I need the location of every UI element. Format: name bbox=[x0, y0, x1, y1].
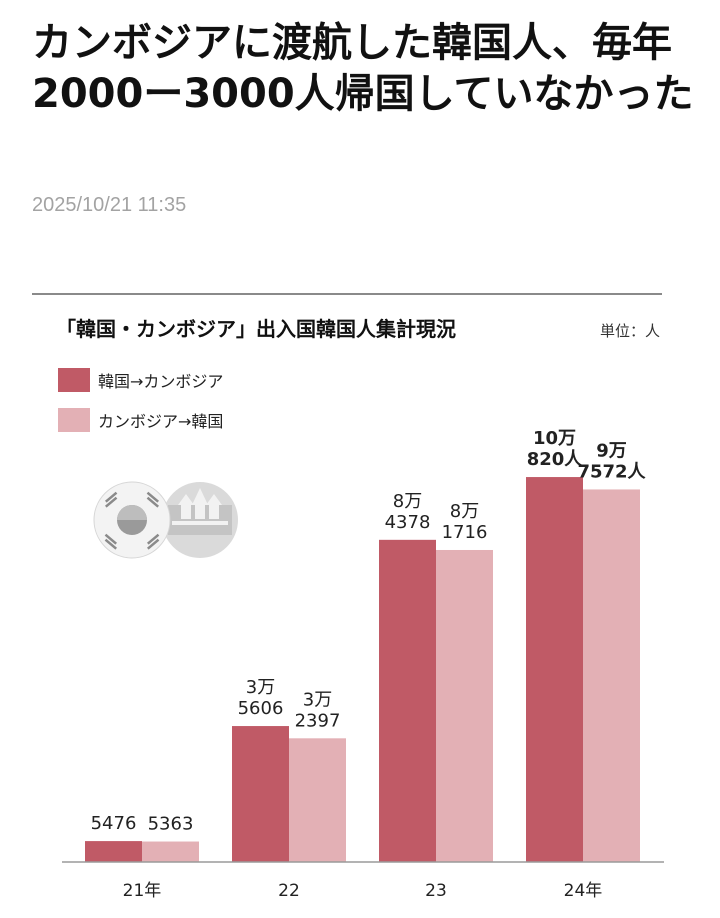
x-tick-label-2: 23 bbox=[425, 881, 447, 901]
legend-swatch-cambodia-to-korea bbox=[58, 408, 90, 432]
chart-unit-label: 単位：人 bbox=[600, 322, 660, 340]
value-label-cambodia-to-korea-3-line1: 7572人 bbox=[577, 461, 646, 482]
x-tick-label-0: 21年 bbox=[123, 881, 162, 901]
value-label-korea-to-cambodia-2-line0: 8万 bbox=[393, 491, 422, 512]
legend-label-korea-to-cambodia: 韓国→カンボジア bbox=[98, 372, 223, 391]
article-headline: カンボジアに渡航した韓国人、毎年2000ー3000人帰国していなかった bbox=[32, 20, 694, 117]
bars-layer bbox=[85, 477, 640, 862]
bar-korea-to-cambodia-2 bbox=[379, 539, 436, 862]
value-label-korea-to-cambodia-2-line1: 4378 bbox=[385, 512, 431, 533]
value-label-cambodia-to-korea-3-line0: 9万 bbox=[596, 440, 627, 461]
bar-cambodia-to-korea-0 bbox=[142, 841, 199, 862]
value-label-korea-to-cambodia-1-line1: 5606 bbox=[238, 698, 284, 719]
legend-swatch-korea-to-cambodia bbox=[58, 368, 90, 392]
bar-korea-to-cambodia-1 bbox=[232, 726, 289, 862]
bar-cambodia-to-korea-3 bbox=[583, 489, 640, 862]
value-label-cambodia-to-korea-2-line1: 1716 bbox=[442, 522, 488, 543]
value-label-korea-to-cambodia-3-line0: 10万 bbox=[533, 428, 576, 449]
x-tick-label-1: 22 bbox=[278, 881, 300, 901]
value-label-korea-to-cambodia-1-line0: 3万 bbox=[246, 677, 275, 698]
x-ticks-layer: 21年 22 23 24年 bbox=[123, 881, 603, 901]
bar-cambodia-to-korea-2 bbox=[436, 549, 493, 862]
value-label-cambodia-to-korea-2-line0: 8万 bbox=[450, 501, 479, 522]
value-label-cambodia-to-korea-0-line0: 5363 bbox=[148, 814, 194, 835]
value-label-korea-to-cambodia-0-line0: 5476 bbox=[91, 813, 137, 834]
chart-title: 「韓国・カンボジア」出入国韓国人集計現況 bbox=[56, 317, 456, 341]
bar-cambodia-to-korea-1 bbox=[289, 738, 346, 862]
legend-label-cambodia-to-korea: カンボジア→韓国 bbox=[98, 412, 223, 431]
bar-korea-to-cambodia-3 bbox=[526, 477, 583, 862]
korea-cambodia-flags-icon bbox=[93, 481, 238, 559]
value-label-cambodia-to-korea-1-line0: 3万 bbox=[303, 689, 332, 710]
article-datetime: 2025/10/21 11:35 bbox=[32, 194, 187, 216]
x-tick-label-3: 24年 bbox=[564, 881, 603, 901]
value-label-korea-to-cambodia-3-line1: 820人 bbox=[527, 449, 584, 470]
bar-korea-to-cambodia-0 bbox=[85, 841, 142, 862]
value-label-cambodia-to-korea-1-line1: 2397 bbox=[295, 710, 341, 731]
